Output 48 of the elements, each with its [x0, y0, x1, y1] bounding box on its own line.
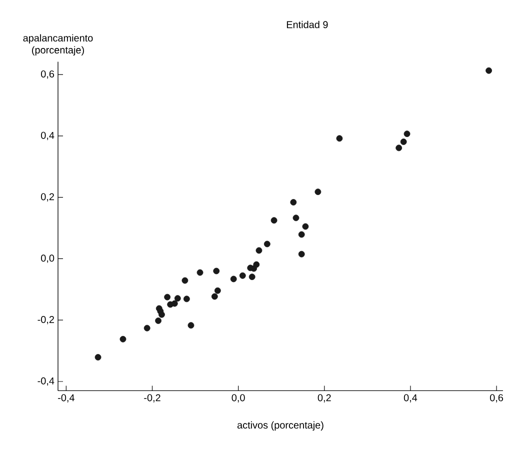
point	[248, 274, 256, 280]
point	[404, 130, 410, 138]
point	[94, 354, 102, 360]
chart-title: Entidad 9	[286, 20, 328, 28]
x-tick-label: 0,4	[404, 394, 418, 402]
point	[264, 240, 270, 248]
point	[290, 199, 297, 206]
x-tick-label: 0,2	[318, 394, 331, 402]
point	[314, 188, 322, 196]
point	[298, 231, 305, 238]
point	[302, 223, 309, 230]
point	[211, 293, 218, 300]
point	[182, 277, 188, 284]
point	[298, 250, 305, 258]
x-tick-label: 0,0	[232, 394, 245, 402]
point	[144, 324, 150, 332]
y-tick-label: 0,6	[41, 70, 54, 79]
point	[158, 311, 165, 318]
point	[188, 322, 194, 329]
point	[174, 295, 181, 302]
point	[196, 269, 204, 276]
x-tick-label: -0,2	[144, 394, 160, 402]
point	[164, 294, 171, 300]
y-tick-label: -0,4	[38, 377, 54, 386]
point	[256, 247, 262, 254]
x-tick-label: -0,4	[58, 394, 74, 402]
y-tick-label: -0,2	[38, 316, 54, 324]
point	[213, 268, 220, 274]
x-axis-title: activos (porcentaje)	[237, 421, 324, 431]
x-tick-label: 0,6	[490, 394, 504, 402]
point	[292, 214, 300, 222]
point	[230, 276, 237, 282]
y-tick-label: 0,2	[41, 193, 54, 202]
y-axis-title: apalancamiento (porcentaje)	[23, 34, 93, 56]
point	[171, 300, 178, 307]
y-tick-label: 0,4	[41, 132, 54, 140]
point	[270, 217, 278, 224]
point	[183, 296, 190, 302]
point	[120, 336, 126, 342]
point	[400, 138, 407, 145]
point	[239, 272, 246, 279]
point	[396, 144, 402, 152]
point	[486, 67, 492, 74]
point	[155, 318, 162, 324]
point	[214, 287, 221, 294]
point	[253, 261, 260, 268]
y-tick-label: 0,0	[41, 254, 54, 263]
point	[336, 135, 343, 142]
